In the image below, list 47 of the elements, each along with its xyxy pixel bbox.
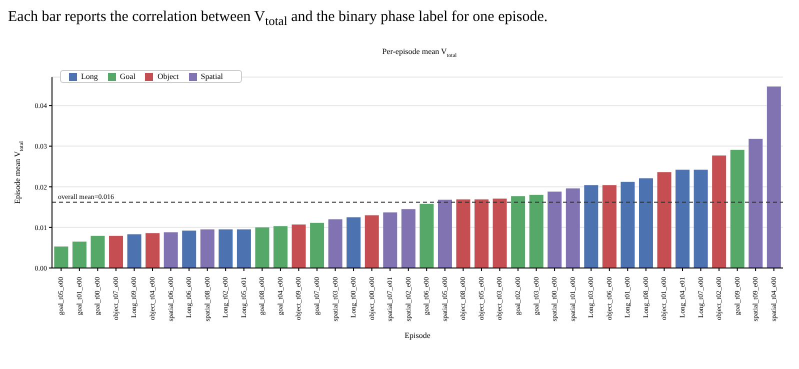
bar	[438, 200, 452, 268]
bar	[456, 199, 470, 268]
bar	[566, 188, 580, 268]
bar	[72, 242, 86, 268]
bar	[694, 170, 708, 268]
bar	[292, 224, 306, 268]
bar	[401, 209, 416, 268]
bar	[548, 192, 562, 268]
bar	[310, 222, 324, 268]
bar	[109, 236, 124, 268]
bar	[638, 178, 653, 268]
bar	[420, 204, 434, 268]
bar	[712, 156, 726, 268]
bar	[127, 234, 142, 268]
chart-title: Per-episode mean V$_{total}$	[382, 47, 458, 59]
bar	[657, 172, 672, 268]
bar	[383, 212, 398, 268]
legend-label: Long	[81, 72, 98, 81]
bar	[164, 232, 178, 268]
bar	[492, 198, 507, 268]
bar	[182, 230, 196, 268]
bar	[328, 219, 342, 268]
bar	[236, 229, 251, 268]
bar	[529, 194, 544, 268]
text: Each bar reports the correlation between V$_{total}$ and the binary phase label for one episode.	[8, 8, 549, 30]
bar	[346, 217, 361, 268]
legend-label: Object	[157, 72, 179, 81]
bar	[584, 185, 598, 268]
bar	[748, 138, 763, 268]
bar	[364, 215, 379, 268]
bar	[54, 246, 68, 268]
bar	[602, 185, 616, 268]
legend-label: Spatial	[200, 72, 223, 81]
bar	[273, 226, 288, 268]
bar	[620, 182, 635, 268]
legend-label: Goal	[120, 72, 136, 81]
bar	[511, 196, 526, 268]
bar	[200, 229, 214, 268]
bar	[255, 227, 270, 268]
bar	[218, 229, 233, 268]
bar	[766, 86, 781, 268]
bar	[146, 233, 160, 268]
bar	[676, 170, 690, 268]
bar	[474, 199, 489, 268]
x-axis-title: Episode	[404, 331, 431, 340]
bar	[730, 150, 744, 268]
bar	[90, 236, 105, 268]
